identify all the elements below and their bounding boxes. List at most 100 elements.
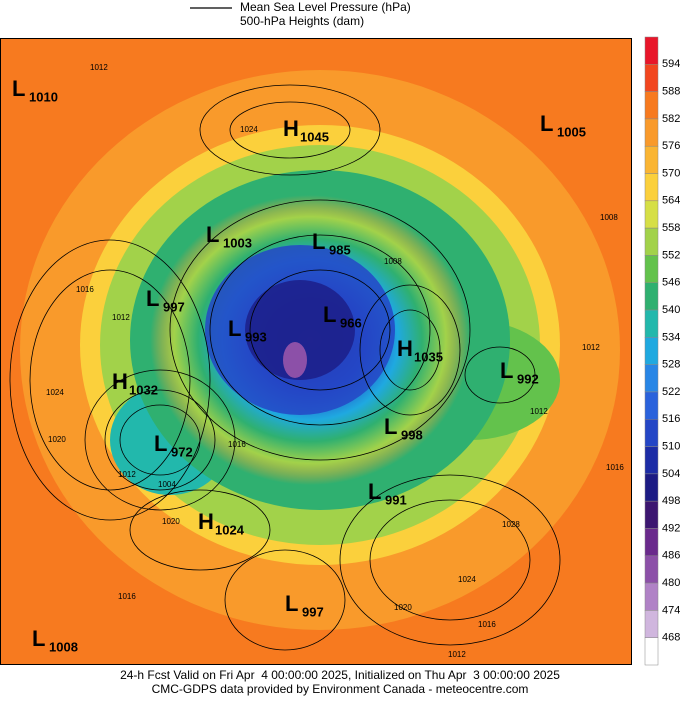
colorbar-label: 474: [662, 604, 680, 616]
center-type: L: [228, 316, 241, 341]
isobar-label: 1016: [118, 592, 136, 601]
center-value: 993: [245, 329, 267, 344]
isobar-label: 1020: [394, 603, 412, 612]
center-value: 997: [163, 299, 185, 314]
isobar-label: 1024: [46, 388, 64, 397]
isobar-label: 1016: [606, 463, 624, 472]
center-value: 1024: [215, 522, 245, 537]
colorbar-label: 564: [662, 195, 680, 207]
center-value: 1010: [29, 89, 58, 104]
colorbar-label: 576: [662, 140, 680, 152]
colorbar-box: [644, 227, 659, 256]
center-type: L: [12, 76, 25, 101]
colorbar-label: 468: [662, 632, 680, 644]
footer: 24-h Fcst Valid on Fri Apr 4 00:00:00 20…: [120, 668, 560, 682]
colorbar-label: 570: [662, 167, 680, 179]
center-type: L: [32, 626, 45, 651]
colorbar-box: [644, 637, 659, 666]
colorbar-box: [644, 200, 659, 229]
isobar-label: 1028: [502, 520, 520, 529]
center-type: L: [540, 111, 553, 136]
isobar-label: 1008: [600, 213, 618, 222]
center-value: 1003: [223, 235, 252, 250]
colorbar-label: 546: [662, 277, 680, 289]
colorbar-label: 540: [662, 304, 680, 316]
colorbar-box: [644, 391, 659, 420]
center-value: 1005: [557, 124, 586, 139]
center-type: L: [154, 431, 167, 456]
center-type: H: [198, 509, 214, 534]
isobar-label: 1024: [458, 575, 476, 584]
center-value: 991: [385, 492, 407, 507]
center-type: L: [384, 414, 397, 439]
colorbar-label: 582: [662, 113, 680, 125]
legend-item: 500-hPa Heights (dam): [240, 14, 364, 28]
isobar-label: 1004: [158, 480, 176, 489]
colorbar-label: 552: [662, 249, 680, 261]
center-value: 972: [171, 444, 193, 459]
colorbar-box: [644, 473, 659, 502]
colorbar-label: 516: [662, 413, 680, 425]
colorbar-box: [644, 36, 659, 65]
colorbar-label: 498: [662, 495, 680, 507]
center-type: L: [312, 229, 325, 254]
legend-item: Mean Sea Level Pressure (hPa): [240, 0, 411, 14]
colorbar-box: [644, 91, 659, 120]
center-type: L: [206, 222, 219, 247]
isobar-label: 1008: [384, 257, 402, 266]
center-type: L: [323, 302, 336, 327]
colorbar-label: 492: [662, 522, 680, 534]
center-value: 1008: [49, 639, 78, 654]
center-value: 966: [340, 315, 362, 330]
colorbar-label: 504: [662, 468, 680, 480]
center-type: L: [146, 286, 159, 311]
isobar-label: 1016: [478, 620, 496, 629]
colorbar-box: [644, 145, 659, 174]
colorbar-label: 480: [662, 577, 680, 589]
colorbar-box: [644, 610, 659, 638]
center-value: 1032: [129, 382, 158, 397]
colorbar: 594 588 582 576 570 564 558 552 546 540 534 528 522 5…: [644, 36, 680, 666]
isobar-label: 1020: [48, 435, 66, 444]
center-type: H: [283, 116, 299, 141]
colorbar-box: [644, 555, 659, 584]
isobar-label: 1012: [530, 407, 548, 416]
isobar-label: 1012: [90, 63, 108, 72]
colorbar-label: 528: [662, 359, 680, 371]
isobar-label: 1024: [240, 125, 258, 134]
isobar-label: 1012: [448, 650, 466, 659]
colorbar-box: [644, 173, 659, 202]
colorbar-box: [644, 582, 659, 611]
isobar-label: 1020: [162, 517, 180, 526]
center-value: 998: [401, 427, 423, 442]
isobar-label: 1012: [112, 313, 130, 322]
isobar-label: 1016: [228, 440, 246, 449]
colorbar-label: 588: [662, 86, 680, 98]
footer: CMC-GDPS data provided by Environment Ca…: [152, 682, 529, 696]
isobar-label: 1016: [76, 285, 94, 294]
colorbar-label: 594: [662, 58, 680, 70]
colorbar-box: [644, 64, 659, 92]
colorbar-label: 522: [662, 386, 680, 398]
center-type: L: [285, 591, 298, 616]
colorbar-box: [644, 255, 659, 283]
colorbar-box: [644, 419, 659, 447]
map-border: [0, 38, 632, 665]
colorbar-box: [644, 282, 659, 311]
colorbar-label: 558: [662, 222, 680, 234]
colorbar-box: [644, 446, 659, 475]
center-value: 1045: [300, 129, 329, 144]
center-type: L: [368, 479, 381, 504]
colorbar-box: [644, 118, 659, 147]
colorbar-box: [644, 309, 659, 338]
colorbar-box: [644, 364, 659, 393]
colorbar-label: 510: [662, 440, 680, 452]
height-field: [245, 280, 355, 380]
center-value: 985: [329, 242, 351, 257]
isobar-label: 1012: [118, 470, 136, 479]
colorbar-box: [644, 337, 659, 365]
center-value: 992: [517, 371, 539, 386]
isobars: [9, 84, 561, 651]
